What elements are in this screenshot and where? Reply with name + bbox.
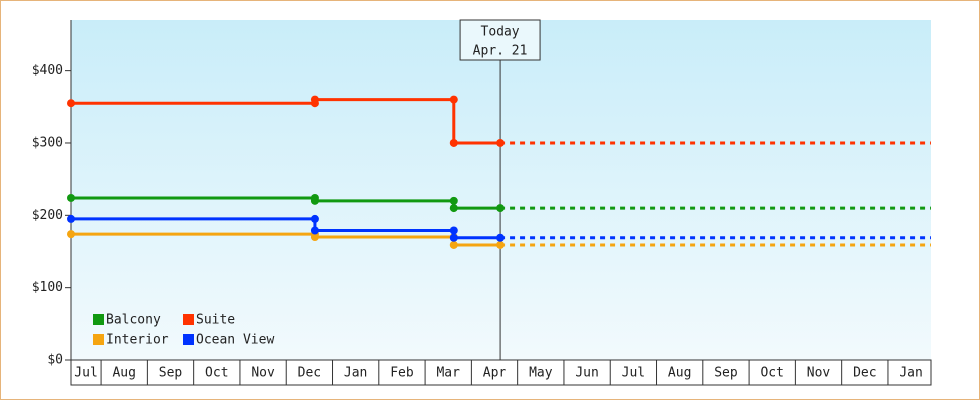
x-tick-label: May [529,366,553,381]
x-tick-label: Nov [251,366,275,381]
legend-label: Interior [106,333,169,348]
point [310,226,319,235]
legend-label: Ocean View [196,333,274,348]
x-tick-label: Jul [74,366,97,381]
legend-label: Suite [196,313,235,328]
x-tick-label: Dec [853,366,876,381]
x-tick-label: Jun [575,366,598,381]
point [449,95,458,104]
point [310,233,319,242]
point [449,138,458,147]
x-tick-label: Oct [760,366,783,381]
point [67,99,75,108]
point [449,240,458,249]
point [67,193,75,202]
point [496,240,505,249]
point [67,230,75,239]
x-tick-label: Sep [159,366,183,381]
point [67,214,75,223]
point [449,196,458,205]
point [449,226,458,235]
x-tick-label: Feb [390,366,414,381]
today-box [459,19,541,61]
point [496,138,505,147]
series-line [71,232,501,247]
x-tick-label: Sep [714,366,738,381]
plot-area [71,20,931,360]
today-date: Apr. 21 [473,44,528,59]
x-tick-label: Jan [899,366,922,381]
series-line [71,196,501,210]
series-line [71,98,501,145]
legend-swatch [93,334,104,345]
point [496,204,505,213]
legend-label: Balcony [106,313,161,328]
x-axis-band [70,359,932,386]
x-tick-label: Jul [622,366,645,381]
x-tick-label: Oct [205,366,228,381]
x-tick-label: Dec [298,366,321,381]
x-tick-label: Apr [483,366,507,381]
legend-swatch [183,314,194,325]
y-tick-label: $0 [47,353,63,368]
point [310,196,319,205]
series-line [71,217,501,240]
point [449,204,458,213]
x-tick-label: Aug [668,366,691,381]
today-label: Today [481,25,520,40]
x-tick-label: Mar [436,366,460,381]
x-tick-label: Nov [807,366,831,381]
y-tick-label: $300 [32,135,63,150]
y-tick-label: $100 [32,280,63,295]
x-tick-label: Aug [112,366,135,381]
legend-swatch [183,334,194,345]
legend-swatch [93,314,104,325]
point [310,214,319,223]
x-tick-label: Jan [344,366,367,381]
y-tick-label: $400 [32,63,63,78]
point [310,95,319,104]
point [449,233,458,242]
y-tick-label: $200 [32,208,63,223]
point [496,233,505,242]
